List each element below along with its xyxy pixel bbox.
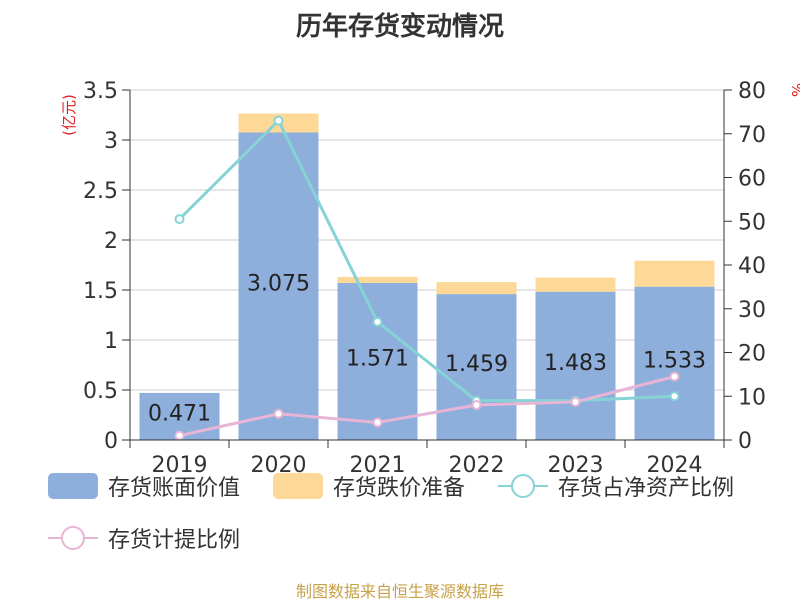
y-right-tick-label: 60 [738,167,766,192]
y-right-tick-label: 20 [738,342,766,367]
bar-book-value [337,282,418,440]
y-right-tick-label: 10 [738,385,766,410]
y-left-tick-label: 2.5 [83,179,118,204]
legend-label: 存货计提比例 [108,528,241,553]
x-tick-label: 2021 [350,453,406,478]
y-right-tick-label: 50 [738,210,766,235]
point-provision-ratio [372,417,383,428]
source-note: 制图数据来自恒生聚源数据库 [295,582,504,601]
bar-impairment [535,277,616,292]
legend-line-marker [498,473,548,499]
y-left-tick-label: 0 [104,429,118,454]
y-right-tick-label: 0 [738,429,752,454]
line-series [174,115,680,441]
bar-data-label: 0.471 [148,401,211,426]
line-provision-ratio [179,375,675,438]
y-left-tick-label: 3 [104,129,118,154]
legend-label: 存货账面价值 [108,476,241,501]
y-right-tick-label: 80 [738,79,766,104]
gridlines [130,89,724,391]
y-right-tick-label: 40 [738,254,766,279]
point-provision-ratio [669,371,680,382]
legend-line-marker [48,525,98,551]
bar-data-label: 1.483 [544,351,607,376]
legend-item-provision-ratio[interactable]: 存货计提比例 [48,522,240,554]
bar-data-label: 1.459 [445,352,508,377]
bar-data-label: 3.075 [247,271,310,296]
y-left-tick-label: 1.5 [83,279,118,304]
bar-book-value [535,291,616,440]
point-net-assets-ratio [174,214,185,225]
bar-book-value [436,294,517,440]
y-left-tick-label: 1 [104,329,118,354]
legend-swatch [48,473,98,499]
line-net-assets-ratio [178,118,675,403]
legend-item-inventory-to-net-assets[interactable]: 存货占净资产比例 [498,470,734,502]
axes: 0 0.5 1 1.5 2 2.5 3 3.5 0 10 20 30 40 50 60 70 80 (亿元)% 20… [60,79,800,478]
y-right-axis-label: % [789,83,800,97]
y-right-tick-label: 70 [738,123,766,148]
legend-swatch [273,473,323,499]
bar-data-labels: 0.471 3.075 1.571 1.459 1.483 1.533 [148,271,706,426]
legend-item-inventory-book-value[interactable]: 存货账面价值 [48,470,240,502]
point-provision-ratio [570,396,581,407]
point-net-assets-ratio [273,115,284,126]
bar-data-label: 1.533 [643,348,706,373]
bar-data-label: 1.571 [346,346,409,371]
bar-impairment [436,282,517,295]
bar-book-value [238,132,319,440]
legend-label: 存货跌价准备 [333,476,466,501]
bar-impairment [337,276,418,283]
point-net-assets-ratio [669,391,680,402]
x-tick-label: 2023 [548,453,604,478]
point-provision-ratio [471,400,482,410]
y-left-axis-label: (亿元) [60,94,78,136]
chart-title: 历年存货变动情况 [295,12,504,42]
x-tick-label: 2024 [647,453,703,478]
y-left-tick-label: 0.5 [83,379,118,404]
point-provision-ratio [273,408,284,419]
x-tick-label: 2022 [449,453,505,478]
bar-impairment [634,260,715,287]
x-tick-label: 2019 [152,453,208,478]
point-provision-ratio [174,430,185,441]
legend-label: 存货占净资产比例 [558,476,735,501]
y-left-tick-label: 2 [104,229,118,254]
bar-book-value [634,286,715,440]
point-net-assets-ratio [372,316,383,327]
legend-item-impairment-provision[interactable]: 存货跌价准备 [273,470,465,502]
y-right-tick-label: 30 [738,298,766,323]
y-left-tick-label: 3.5 [83,79,118,104]
bar-series [139,113,715,440]
